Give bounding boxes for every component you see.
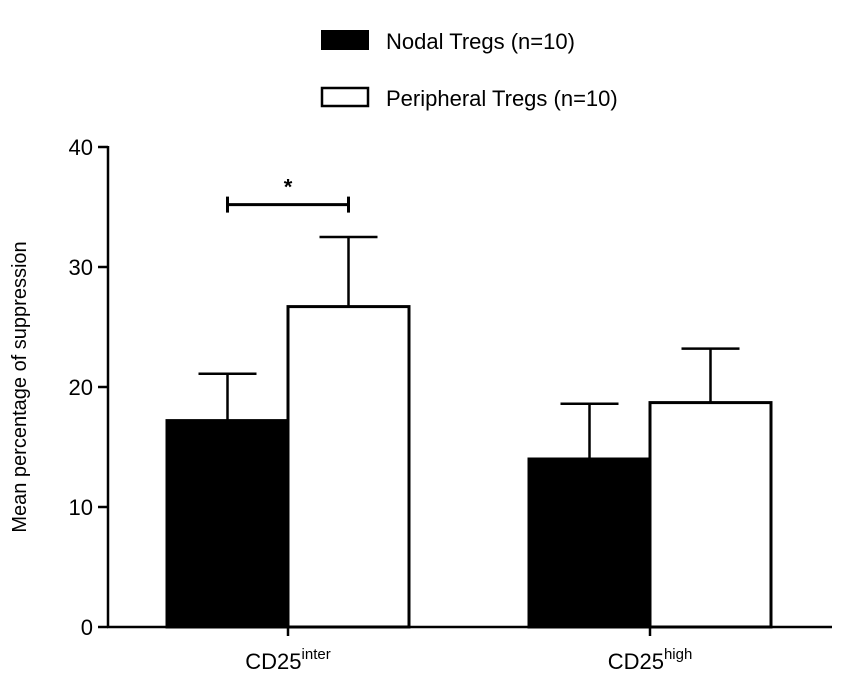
legend-label-nodal: Nodal Tregs (n=10) bbox=[386, 29, 575, 54]
y-tick-label: 20 bbox=[69, 375, 93, 400]
x-tick-label-superscript: high bbox=[664, 646, 692, 663]
y-axis-title: Mean percentage of suppression bbox=[9, 241, 31, 532]
y-tick-label: 30 bbox=[69, 255, 93, 280]
bar-nodal-cd25-high bbox=[527, 457, 652, 629]
bar-peripheral-cd25-inter bbox=[286, 305, 411, 629]
significance-annotations: * bbox=[226, 175, 350, 213]
x-tick-label-superscript: inter bbox=[302, 646, 331, 663]
error-bars bbox=[198, 235, 740, 459]
x-tick-label: CD25inter bbox=[245, 646, 330, 674]
x-tick-labels: CD25inter CD25high bbox=[245, 627, 692, 674]
x-tick-label-base: CD25 bbox=[608, 649, 664, 674]
significance-star: * bbox=[284, 175, 293, 200]
x-tick-label-base: CD25 bbox=[245, 649, 301, 674]
y-tick-label: 40 bbox=[69, 135, 93, 160]
legend: Nodal Tregs (n=10) Peripheral Tregs (n=1… bbox=[320, 29, 618, 111]
x-tick-label: CD25high bbox=[608, 646, 693, 674]
y-tick-label: 0 bbox=[81, 615, 93, 640]
y-ticks: 0 10 20 30 40 bbox=[69, 135, 108, 640]
bar-nodal-cd25-inter bbox=[165, 419, 290, 629]
bars bbox=[165, 305, 773, 629]
legend-label-peripheral: Peripheral Tregs (n=10) bbox=[386, 86, 618, 111]
y-tick-label: 10 bbox=[69, 495, 93, 520]
legend-swatch-nodal bbox=[321, 30, 369, 50]
legend-swatch-peripheral bbox=[320, 86, 370, 108]
bar-peripheral-cd25-high bbox=[648, 401, 773, 629]
